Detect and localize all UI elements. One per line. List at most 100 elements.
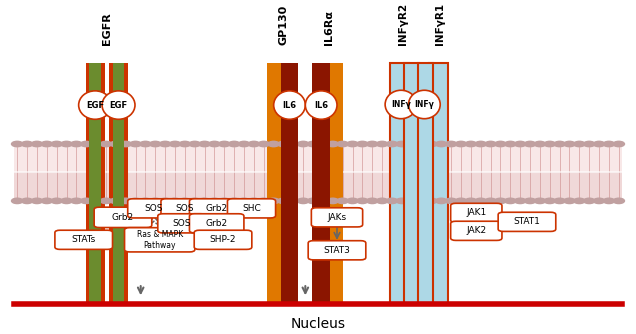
Circle shape xyxy=(61,198,73,204)
Text: JAKs: JAKs xyxy=(328,213,347,222)
Circle shape xyxy=(219,141,230,147)
Text: STATs: STATs xyxy=(72,235,96,244)
Circle shape xyxy=(377,198,388,204)
Circle shape xyxy=(81,141,92,147)
Bar xyxy=(312,63,330,303)
Circle shape xyxy=(160,198,171,204)
Circle shape xyxy=(357,141,368,147)
Text: STAT1: STAT1 xyxy=(513,217,541,226)
Circle shape xyxy=(337,198,349,204)
Circle shape xyxy=(495,141,506,147)
Circle shape xyxy=(110,141,121,147)
Circle shape xyxy=(485,141,496,147)
Circle shape xyxy=(51,198,62,204)
Circle shape xyxy=(238,141,250,147)
Circle shape xyxy=(90,141,102,147)
Ellipse shape xyxy=(385,90,417,119)
Text: INFγR2: INFγR2 xyxy=(399,3,408,45)
Circle shape xyxy=(41,141,53,147)
Circle shape xyxy=(524,198,536,204)
FancyBboxPatch shape xyxy=(451,221,502,240)
Circle shape xyxy=(347,141,358,147)
FancyBboxPatch shape xyxy=(451,203,502,222)
FancyBboxPatch shape xyxy=(312,208,363,227)
Circle shape xyxy=(140,198,151,204)
Bar xyxy=(267,63,286,303)
Circle shape xyxy=(445,198,457,204)
Circle shape xyxy=(179,141,191,147)
Circle shape xyxy=(416,141,427,147)
Circle shape xyxy=(179,198,191,204)
Bar xyxy=(418,63,433,303)
Circle shape xyxy=(603,198,614,204)
Circle shape xyxy=(11,198,23,204)
Circle shape xyxy=(22,141,33,147)
Circle shape xyxy=(258,141,270,147)
FancyBboxPatch shape xyxy=(128,199,179,218)
Circle shape xyxy=(160,141,171,147)
Text: EGF: EGF xyxy=(86,101,104,110)
Circle shape xyxy=(366,198,378,204)
Circle shape xyxy=(534,198,546,204)
Circle shape xyxy=(475,141,487,147)
Circle shape xyxy=(100,198,112,204)
FancyBboxPatch shape xyxy=(190,199,244,218)
Circle shape xyxy=(268,198,279,204)
Circle shape xyxy=(41,198,53,204)
Circle shape xyxy=(504,141,516,147)
Bar xyxy=(109,63,128,303)
Bar xyxy=(280,63,298,303)
Circle shape xyxy=(307,198,319,204)
Text: SHP-2: SHP-2 xyxy=(210,235,236,244)
Circle shape xyxy=(515,141,526,147)
Text: INFγ: INFγ xyxy=(391,100,411,109)
Circle shape xyxy=(327,198,338,204)
Circle shape xyxy=(287,141,299,147)
Circle shape xyxy=(278,198,289,204)
FancyBboxPatch shape xyxy=(228,199,275,218)
FancyBboxPatch shape xyxy=(94,207,152,227)
Circle shape xyxy=(199,198,211,204)
Circle shape xyxy=(593,198,605,204)
Circle shape xyxy=(209,141,220,147)
Circle shape xyxy=(209,198,220,204)
Circle shape xyxy=(130,141,141,147)
Text: STAT3: STAT3 xyxy=(324,246,350,255)
Circle shape xyxy=(189,141,200,147)
Circle shape xyxy=(544,141,555,147)
Circle shape xyxy=(317,141,329,147)
Circle shape xyxy=(169,141,181,147)
Ellipse shape xyxy=(408,90,440,119)
Bar xyxy=(14,172,622,199)
Text: Grb2: Grb2 xyxy=(205,204,228,213)
Circle shape xyxy=(445,141,457,147)
Circle shape xyxy=(377,141,388,147)
Circle shape xyxy=(563,141,575,147)
Circle shape xyxy=(465,198,476,204)
Bar xyxy=(390,63,408,303)
Text: EGFR: EGFR xyxy=(102,12,112,45)
Circle shape xyxy=(22,198,33,204)
Circle shape xyxy=(524,141,536,147)
Circle shape xyxy=(100,141,112,147)
Circle shape xyxy=(544,198,555,204)
Circle shape xyxy=(317,198,329,204)
Text: Grb2: Grb2 xyxy=(205,219,228,228)
Circle shape xyxy=(130,198,141,204)
Circle shape xyxy=(298,198,309,204)
Circle shape xyxy=(515,198,526,204)
Circle shape xyxy=(455,198,467,204)
FancyBboxPatch shape xyxy=(190,214,244,233)
FancyBboxPatch shape xyxy=(498,212,556,231)
Circle shape xyxy=(406,141,417,147)
Circle shape xyxy=(61,141,73,147)
Circle shape xyxy=(416,198,427,204)
Circle shape xyxy=(228,141,240,147)
Circle shape xyxy=(485,198,496,204)
Circle shape xyxy=(149,141,161,147)
Circle shape xyxy=(258,198,270,204)
Text: IL6: IL6 xyxy=(282,101,296,110)
Circle shape xyxy=(436,141,447,147)
Text: IL6: IL6 xyxy=(314,101,328,110)
Circle shape xyxy=(81,198,92,204)
